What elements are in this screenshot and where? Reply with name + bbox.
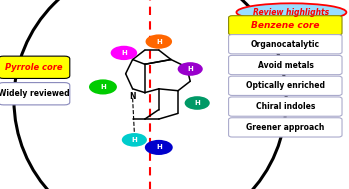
Text: H: H (187, 66, 193, 72)
FancyBboxPatch shape (0, 56, 70, 78)
Text: Optically enriched: Optically enriched (246, 81, 325, 90)
Circle shape (111, 46, 137, 60)
Text: H: H (132, 137, 137, 143)
Text: Greener approach: Greener approach (246, 123, 325, 132)
Text: Widely reviewed: Widely reviewed (0, 89, 70, 98)
Text: Avoid metals: Avoid metals (258, 60, 313, 70)
Circle shape (145, 140, 173, 155)
FancyBboxPatch shape (0, 83, 70, 105)
Text: H: H (121, 50, 127, 56)
Ellipse shape (236, 3, 346, 21)
Circle shape (146, 34, 172, 49)
FancyBboxPatch shape (229, 16, 342, 35)
Polygon shape (63, 0, 237, 189)
Text: Pyrrole core: Pyrrole core (6, 63, 63, 72)
FancyBboxPatch shape (229, 118, 342, 137)
Circle shape (178, 62, 203, 76)
Text: H: H (194, 100, 200, 106)
Text: H: H (100, 84, 106, 90)
FancyBboxPatch shape (229, 55, 342, 75)
Text: Organocatalytic: Organocatalytic (251, 40, 320, 49)
FancyBboxPatch shape (229, 97, 342, 116)
FancyBboxPatch shape (229, 35, 342, 54)
Ellipse shape (14, 0, 286, 189)
Text: Benzene core: Benzene core (251, 21, 320, 30)
FancyBboxPatch shape (229, 76, 342, 95)
Circle shape (185, 96, 210, 110)
Text: H: H (156, 39, 162, 45)
Text: N: N (129, 92, 136, 101)
Text: Review highlights: Review highlights (253, 8, 329, 17)
Circle shape (89, 79, 117, 94)
Text: H: H (156, 144, 162, 150)
Circle shape (122, 133, 147, 147)
Text: Chiral indoles: Chiral indoles (256, 102, 315, 111)
